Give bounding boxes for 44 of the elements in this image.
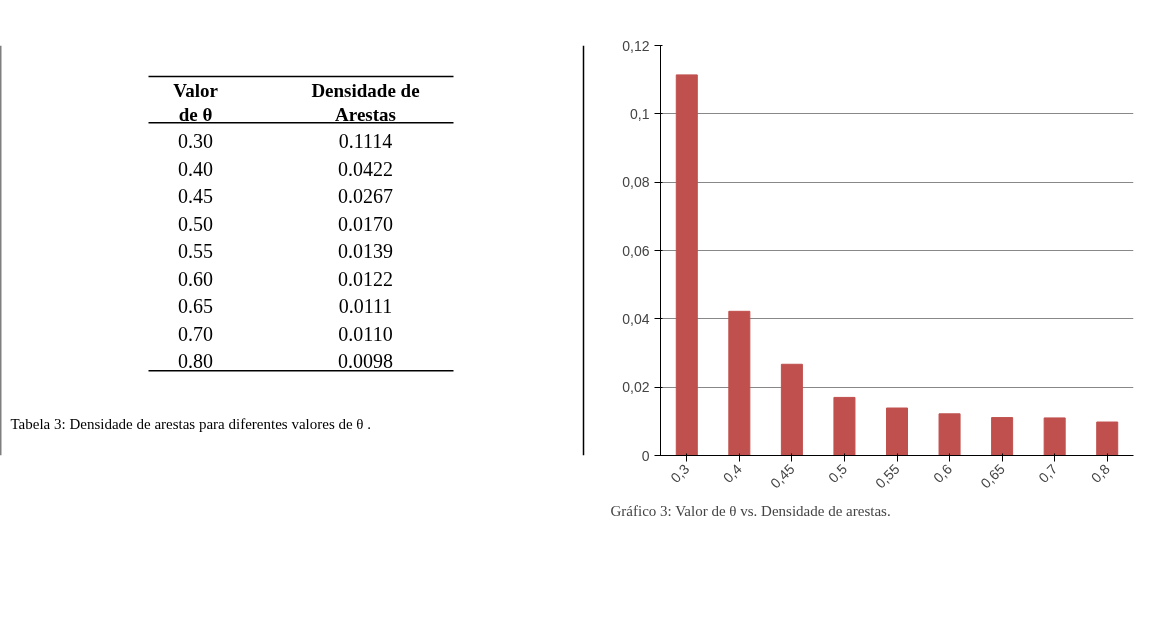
bar (728, 310, 751, 456)
bar (1096, 421, 1119, 456)
text: 0.0111 (338, 295, 393, 318)
text: 0.40 (178, 157, 213, 180)
text: 0.0110 (338, 322, 393, 345)
text: 0.30 (178, 130, 213, 153)
text: 0.80 (178, 350, 213, 373)
text: Gráfico 3: Valor de θ vs. Densidade de arestas. (610, 502, 891, 519)
text: 0.0122 (338, 267, 393, 290)
x-tick-label: 0,8 (1087, 460, 1114, 486)
y-tick-label: 0,1 (630, 105, 650, 122)
y-tick-label: 0,12 (622, 37, 650, 54)
text: 0.50 (178, 212, 213, 235)
text: 0.0139 (338, 240, 393, 263)
y-tick-label: 0,02 (622, 379, 650, 396)
y-tick-label: 0 (641, 447, 650, 464)
y-tick-label: 0,04 (622, 310, 650, 327)
x-tick-label: 0,3 (667, 460, 693, 486)
text: 0.45 (178, 185, 213, 208)
text: 0.70 (178, 322, 213, 345)
text: 0.55 (178, 240, 213, 263)
text: Tabela 3: Densidade de arestas para diferentes valores de θ . (10, 415, 372, 432)
bar (991, 417, 1014, 456)
bar (1043, 417, 1066, 456)
text: 0.0267 (338, 185, 393, 208)
y-tick-label: 0,08 (622, 174, 650, 191)
text: 0.0098 (338, 350, 393, 373)
bar (885, 407, 909, 456)
text: 0.60 (178, 267, 213, 290)
bar (833, 396, 856, 456)
bar (675, 74, 698, 456)
y-tick-label: 0,06 (622, 242, 650, 259)
bar (938, 413, 961, 456)
bar (780, 363, 803, 456)
text: 0.0422 (338, 157, 393, 180)
text: Valor de θ (173, 79, 219, 126)
x-tick-label: 0,7 (1035, 460, 1061, 486)
text: 0.0170 (338, 212, 393, 235)
x-tick-label: 0,4 (719, 460, 746, 486)
text: 0.65 (178, 295, 213, 318)
x-tick-label: 0,5 (825, 460, 851, 486)
text: Densidade de Arestas (311, 79, 420, 126)
text: 0.1114 (338, 130, 393, 153)
x-tick-label: 0,6 (930, 460, 956, 486)
